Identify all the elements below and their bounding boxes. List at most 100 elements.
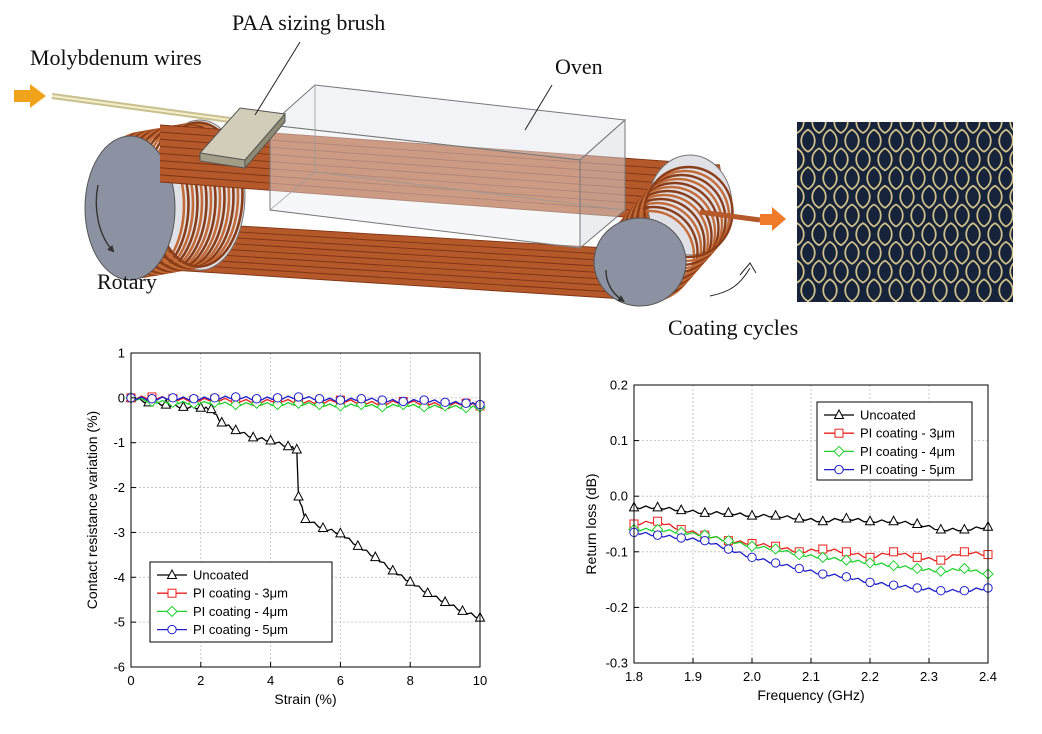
data-point [369,551,381,562]
x-axis-label: Strain (%) [274,691,336,707]
data-point [376,401,388,413]
mesh-loop [943,122,959,135]
mesh-loop [1021,205,1035,227]
mesh-loop [855,122,871,135]
data-point [912,552,922,562]
data-point [272,393,283,403]
label-molybdenum-wires: Molybdenum wires [30,45,202,70]
mesh-loop [877,122,893,135]
mesh-loop [822,128,838,153]
data-point [247,431,259,442]
legend-marker [167,588,177,598]
mesh-loop [910,240,926,265]
mesh-loop [998,203,1013,228]
data-point [912,583,922,593]
mesh-loop [910,128,926,153]
series-line [633,527,989,575]
mesh-loop [932,166,948,191]
data-point [864,557,876,569]
mesh-loop [965,259,981,284]
series-line [633,505,989,532]
data-point [352,539,364,550]
mesh-loop [779,242,793,264]
series-line [633,531,989,593]
mesh-loop [888,166,904,191]
legend-marker [833,408,845,419]
mesh-loop [855,222,871,247]
data-point [935,565,947,577]
x-tick-label: 1.9 [684,669,702,684]
data-point [461,398,471,408]
legend-entry: PI coating - 5μm [193,622,288,637]
data-point [959,586,970,596]
series-3 [629,527,993,596]
mesh-loop [833,147,849,172]
data-point [251,394,262,404]
data-point [818,569,828,579]
mesh-loop [921,184,937,209]
mesh-loop [877,222,893,247]
mesh-loop [866,203,882,228]
mesh-loop [965,147,981,172]
mesh-loop [976,240,992,265]
data-point [265,434,276,445]
mesh-loop [943,147,959,172]
x-tick-label: 6 [337,673,344,688]
data-point [746,540,758,552]
mesh-loop [1009,187,1013,206]
data-point [841,572,852,582]
mesh-loop [976,128,992,153]
x-tick-label: 4 [267,673,274,688]
mesh-loop [779,130,793,152]
mesh-loop [998,240,1013,265]
data-point [282,440,294,451]
data-point [699,506,711,517]
mesh-loop [899,147,915,172]
data-point [387,564,399,575]
x-tick-label: 0 [127,673,134,688]
data-point [723,506,734,517]
data-point [439,595,451,606]
data-point [404,575,416,586]
label-coating-cycles: Coating cycles [668,315,798,340]
x-tick-label: 1.8 [625,669,643,684]
mesh-loop [987,184,1003,209]
y-axis-label: Return loss (dB) [583,473,599,574]
y-tick-label: -3 [113,525,125,540]
mesh-loop [811,122,827,135]
mesh-loop [888,278,904,302]
mesh-loop [932,278,948,302]
mesh-loop [822,240,838,265]
data-point [210,393,220,403]
mesh-loop [800,203,816,228]
legend-marker [166,605,178,618]
input-arrow-icon [14,84,46,108]
left-rotation-arrow-icon [95,184,115,253]
y-tick-label: -6 [113,660,125,675]
mesh-loop [1021,167,1035,189]
y-tick-label: -0.1 [606,544,628,559]
x-tick-label: 2.2 [861,669,879,684]
mesh-loop [855,259,871,284]
data-point [888,515,899,526]
data-point [817,515,829,526]
data-point [747,552,757,563]
output-arrow-icon [760,207,786,231]
mesh-loop [943,222,959,247]
mesh-loop [954,278,970,302]
paa-sizing-brush [199,107,286,170]
legend-entry: PI coating - 5μm [860,462,955,477]
x-tick-label: 2.0 [743,669,761,684]
mesh-loop [888,128,904,153]
mesh-loop [797,184,805,209]
data-point [195,401,207,412]
mesh-loop [768,186,782,208]
data-point [936,586,946,596]
data-point [723,544,734,554]
mesh-loop [822,203,838,228]
data-point [700,535,710,546]
mesh-loop [899,259,915,284]
mesh-loop [899,184,915,209]
belt-stripe [159,167,728,211]
